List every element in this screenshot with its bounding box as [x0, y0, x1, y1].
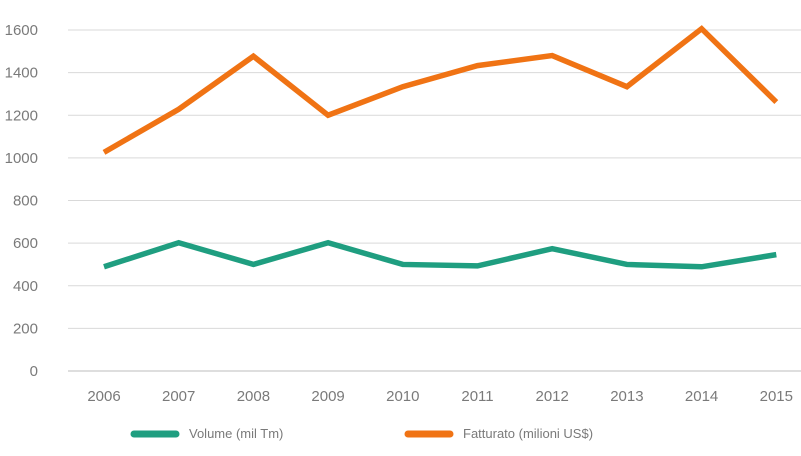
x-axis-ticks: 2006 2007 2008 2009 2010 2011 2012 2013 2014 2015	[87, 388, 793, 405]
series-line-1	[104, 29, 776, 153]
y-tick-label: 1200	[5, 107, 38, 124]
y-tick-label: 800	[13, 193, 38, 210]
x-tick-label: 2015	[760, 388, 793, 405]
series-lines	[104, 29, 777, 267]
y-tick-label: 1000	[5, 150, 38, 167]
legend-label-1: Fatturato (milioni US$)	[463, 426, 593, 441]
x-tick-label: 2007	[162, 388, 195, 405]
y-tick-label: 0	[30, 363, 38, 380]
x-tick-label: 2012	[536, 388, 569, 405]
x-tick-label: 2009	[311, 388, 344, 405]
series-line-0	[104, 243, 776, 267]
y-tick-label: 200	[13, 320, 38, 337]
legend-label-0: Volume (mil Tm)	[189, 426, 283, 441]
x-tick-label: 2011	[461, 388, 493, 405]
y-tick-label: 600	[13, 235, 38, 252]
gridlines	[68, 30, 801, 371]
x-tick-label: 2014	[685, 388, 718, 405]
y-tick-label: 1400	[5, 65, 38, 82]
legend: Volume (mil Tm) Fatturato (milioni US$)	[134, 426, 593, 441]
x-tick-label: 2013	[610, 388, 643, 405]
y-tick-label: 1600	[5, 22, 38, 39]
y-axis-ticks: 0 200 400 600 800 1000 1200 1400 1600	[5, 22, 38, 380]
x-tick-label: 2010	[386, 388, 419, 405]
x-tick-label: 2008	[237, 388, 270, 405]
y-tick-label: 400	[13, 278, 38, 295]
x-tick-label: 2006	[87, 388, 120, 405]
